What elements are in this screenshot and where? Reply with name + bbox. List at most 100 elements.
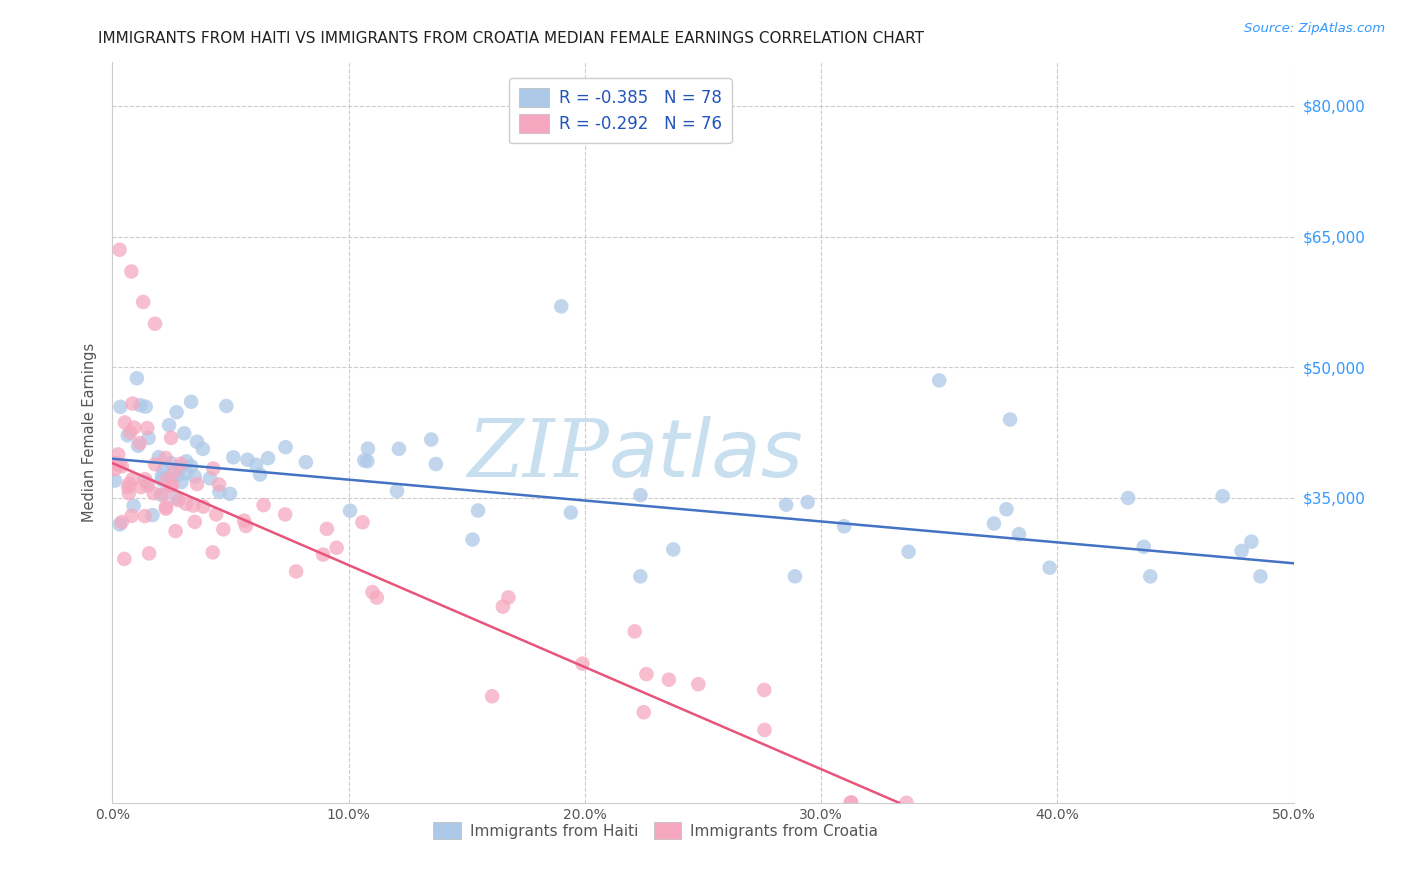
Point — [897, 545, 920, 559]
Point — [983, 516, 1005, 531]
Point — [160, 431, 183, 445]
Point — [257, 451, 280, 466]
Point — [134, 472, 156, 486]
Point — [162, 478, 184, 492]
Point — [235, 519, 257, 533]
Point — [167, 493, 190, 508]
Point — [121, 472, 143, 486]
Point — [295, 455, 318, 469]
Text: Source: ZipAtlas.com: Source: ZipAtlas.com — [1244, 22, 1385, 36]
Point — [623, 624, 645, 639]
Point — [1039, 560, 1062, 574]
Point — [839, 796, 862, 810]
Point — [122, 420, 145, 434]
Point — [138, 546, 160, 560]
Point — [352, 516, 374, 530]
Point — [630, 488, 652, 502]
Point — [245, 458, 267, 472]
Point — [688, 677, 710, 691]
Point — [461, 533, 484, 547]
Point — [325, 541, 347, 555]
Point — [117, 428, 139, 442]
Point — [896, 796, 918, 810]
Point — [127, 439, 149, 453]
Point — [110, 400, 132, 414]
Point — [150, 468, 173, 483]
Point — [205, 508, 228, 522]
Point — [628, 569, 651, 583]
Point — [135, 400, 157, 414]
Point — [111, 515, 134, 529]
Text: IMMIGRANTS FROM HAITI VS IMMIGRANTS FROM CROATIA MEDIAN FEMALE EARNINGS CORRELAT: IMMIGRANTS FROM HAITI VS IMMIGRANTS FROM… — [98, 31, 924, 46]
Point — [174, 466, 197, 480]
Point — [142, 486, 165, 500]
Point — [998, 412, 1021, 426]
Point — [222, 450, 245, 465]
Point — [467, 503, 489, 517]
Point — [129, 398, 152, 412]
Point — [118, 477, 141, 491]
Point — [121, 508, 143, 523]
Point — [1008, 527, 1031, 541]
Point — [128, 436, 150, 450]
Point — [163, 464, 186, 478]
Point — [1249, 569, 1271, 583]
Point — [149, 488, 172, 502]
Point — [143, 317, 166, 331]
Point — [136, 478, 159, 492]
Point — [353, 453, 375, 467]
Point — [155, 500, 177, 514]
Point — [420, 433, 443, 447]
Point — [249, 467, 271, 482]
Point — [202, 461, 225, 475]
Legend: Immigrants from Haiti, Immigrants from Croatia: Immigrants from Haiti, Immigrants from C… — [426, 814, 886, 847]
Point — [120, 264, 142, 278]
Point — [120, 425, 142, 440]
Point — [173, 426, 195, 441]
Point — [285, 565, 308, 579]
Point — [114, 416, 136, 430]
Point — [122, 499, 145, 513]
Y-axis label: Median Female Earnings: Median Female Earnings — [82, 343, 97, 522]
Point — [143, 457, 166, 471]
Point — [796, 495, 818, 509]
Point — [108, 517, 131, 532]
Point — [156, 473, 179, 487]
Point — [201, 545, 224, 559]
Point — [112, 552, 135, 566]
Point — [775, 498, 797, 512]
Point — [252, 498, 274, 512]
Point — [153, 487, 176, 501]
Point — [388, 442, 411, 456]
Point — [125, 371, 148, 385]
Point — [385, 484, 408, 499]
Point — [155, 450, 177, 465]
Point — [236, 452, 259, 467]
Text: atlas: atlas — [609, 416, 803, 494]
Point — [560, 506, 582, 520]
Point — [165, 491, 187, 506]
Point — [339, 504, 361, 518]
Point — [166, 468, 188, 483]
Point — [274, 508, 297, 522]
Point — [136, 421, 159, 435]
Point — [174, 497, 197, 511]
Point — [571, 657, 593, 671]
Point — [839, 796, 862, 810]
Point — [1116, 491, 1139, 505]
Point — [1132, 540, 1154, 554]
Point — [357, 442, 380, 456]
Point — [186, 434, 208, 449]
Point — [121, 396, 143, 410]
Point — [212, 522, 235, 536]
Point — [166, 405, 188, 419]
Point — [176, 454, 198, 468]
Point — [550, 299, 572, 313]
Point — [135, 475, 157, 490]
Point — [754, 723, 776, 737]
Point — [208, 484, 231, 499]
Point — [658, 673, 681, 687]
Point — [181, 499, 204, 513]
Point — [152, 463, 174, 477]
Point — [361, 585, 384, 599]
